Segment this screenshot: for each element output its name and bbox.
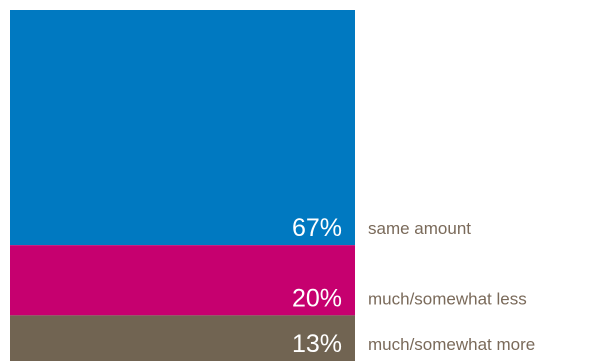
category-label-much-somewhat-more: much/somewhat more	[368, 335, 535, 354]
category-label-same-amount: same amount	[368, 219, 471, 238]
value-label-same-amount: 67%	[292, 214, 342, 242]
value-label-much-somewhat-less: 20%	[292, 284, 342, 312]
category-label-much-somewhat-less: much/somewhat less	[368, 289, 527, 308]
value-label-much-somewhat-more: 13%	[292, 330, 342, 358]
bar-stack	[10, 10, 355, 361]
bar-segment-much-somewhat-less	[10, 245, 355, 316]
value-labels: 67% 20% 13%	[292, 214, 342, 358]
bar-segment-same-amount	[10, 10, 355, 246]
bar-segment-much-somewhat-more	[10, 315, 355, 361]
category-labels: same amount much/somewhat less much/somewh…	[368, 219, 535, 354]
